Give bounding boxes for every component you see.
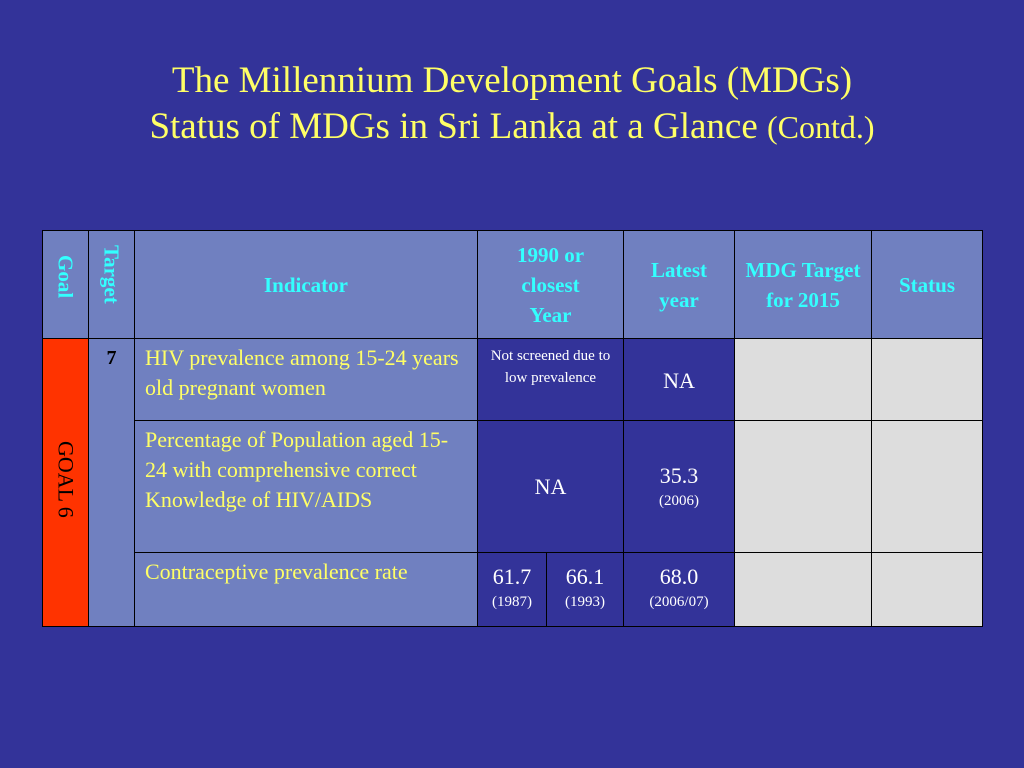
title-line-2-contd: (Contd.) xyxy=(767,109,875,145)
value-1993-contraceptive: 66.1 (1993) xyxy=(546,552,624,627)
header-goal-label: Goal xyxy=(53,255,78,299)
header-indicator: Indicator xyxy=(134,230,478,339)
title-line-1: The Millennium Development Goals (MDGs) xyxy=(171,60,853,101)
contraceptive-1993-value: 66.1 xyxy=(565,564,605,589)
goal-6-cell: GOAL 6 xyxy=(42,338,89,627)
knowledge-latest-year: (2006) xyxy=(659,492,699,509)
status-knowledge xyxy=(871,420,983,553)
knowledge-latest-value: 35.3 xyxy=(659,462,699,488)
value-1987-contraceptive: 61.7 (1987) xyxy=(477,552,547,627)
indicator-hiv-knowledge: Percentage of Population aged 15-24 with… xyxy=(134,420,478,553)
header-latest-label: Latest year xyxy=(651,257,707,312)
contraceptive-latest-year: (2006/07) xyxy=(649,594,709,610)
header-1990-label: 1990 or closest Year xyxy=(516,242,585,327)
header-row: Goal Target Indicator 1990 or closest Ye… xyxy=(42,230,983,339)
target-cell: 7 xyxy=(88,338,135,627)
contraceptive-1987-year: (1987) xyxy=(492,594,532,610)
table-row: GOAL 6 7 HIV prevalence among 15-24 year… xyxy=(42,338,983,627)
header-status: Status xyxy=(871,230,983,339)
contraceptive-latest-value: 68.0 xyxy=(659,564,699,589)
indicator-contraceptive: Contraceptive prevalence rate xyxy=(134,552,478,627)
contraceptive-1987-value: 61.7 xyxy=(492,564,532,589)
title-line-2-main: Status of MDGs in Sri Lanka at a Glance xyxy=(149,106,768,147)
header-mdg-target-label: MDG Target for 2015 xyxy=(745,257,861,312)
header-latest: Latest year xyxy=(623,230,735,339)
contraceptive-1993-year: (1993) xyxy=(565,594,605,610)
knowledge-1990-na: NA xyxy=(534,473,567,499)
table-row: Percentage of Population aged 15-24 with… xyxy=(43,420,983,553)
latest-hiv-na: NA xyxy=(663,368,695,393)
mdg-target-hiv xyxy=(734,338,872,421)
value-1990-knowledge: NA xyxy=(477,420,624,553)
not-screened-text: Not screened due to low prevalence xyxy=(490,348,611,386)
value-1990-hiv: Not screened due to low prevalence xyxy=(477,338,624,421)
value-latest-contraceptive: 68.0 (2006/07) xyxy=(623,552,735,627)
header-mdg-target: MDG Target for 2015 xyxy=(734,230,872,339)
target-number: 7 xyxy=(106,347,117,369)
table-row: Contraceptive prevalence rate 61.7 (1987… xyxy=(43,552,983,627)
goal-label: GOAL 6 xyxy=(53,441,79,518)
header-target-label: Target xyxy=(99,245,124,304)
mdg-status-table: Goal Target Indicator 1990 or closest Ye… xyxy=(42,230,983,627)
slide-title: The Millennium Development Goals (MDGs) … xyxy=(0,58,1024,150)
value-latest-hiv: NA xyxy=(623,338,735,421)
indicator-hiv-prevalence: HIV prevalence among 15-24 years old pre… xyxy=(134,338,478,421)
value-latest-knowledge: 35.3 (2006) xyxy=(623,420,735,553)
status-hiv xyxy=(871,338,983,421)
header-target: Target xyxy=(88,230,135,339)
header-1990: 1990 or closest Year xyxy=(477,230,624,339)
header-goal: Goal xyxy=(42,230,89,339)
status-contraceptive xyxy=(871,552,983,627)
title-line-2: Status of MDGs in Sri Lanka at a Glance … xyxy=(0,104,1024,150)
mdg-target-contraceptive xyxy=(734,552,872,627)
mdg-target-knowledge xyxy=(734,420,872,553)
